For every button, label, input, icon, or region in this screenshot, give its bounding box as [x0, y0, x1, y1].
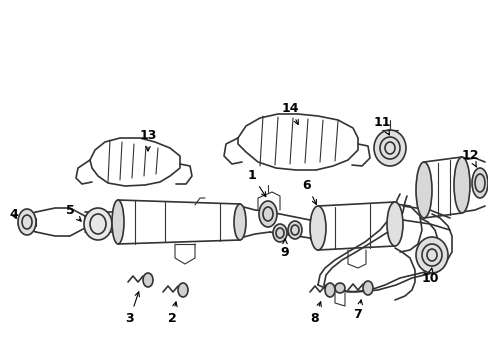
Ellipse shape — [415, 162, 431, 218]
Ellipse shape — [287, 221, 302, 239]
Text: 8: 8 — [310, 302, 321, 324]
Text: 12: 12 — [460, 149, 478, 167]
Text: 9: 9 — [280, 239, 289, 258]
Text: 3: 3 — [125, 292, 139, 324]
Ellipse shape — [471, 168, 487, 198]
Text: 10: 10 — [420, 268, 438, 284]
Ellipse shape — [18, 209, 36, 235]
Text: 14: 14 — [281, 102, 298, 125]
Ellipse shape — [112, 200, 124, 244]
Text: 1: 1 — [247, 168, 265, 197]
Text: 5: 5 — [65, 203, 81, 221]
Text: 7: 7 — [353, 300, 362, 321]
Ellipse shape — [309, 206, 325, 250]
Ellipse shape — [334, 283, 345, 293]
Text: 6: 6 — [302, 179, 316, 204]
Text: 2: 2 — [167, 302, 177, 324]
Ellipse shape — [453, 157, 469, 213]
Ellipse shape — [142, 273, 153, 287]
Text: 4: 4 — [10, 207, 19, 220]
Ellipse shape — [234, 204, 245, 240]
Ellipse shape — [415, 237, 447, 273]
Ellipse shape — [84, 208, 112, 240]
Ellipse shape — [386, 202, 402, 246]
Ellipse shape — [362, 281, 372, 295]
Ellipse shape — [373, 130, 405, 166]
Ellipse shape — [272, 224, 286, 242]
Ellipse shape — [178, 283, 187, 297]
Text: 13: 13 — [139, 129, 156, 151]
Ellipse shape — [259, 201, 276, 227]
Text: 11: 11 — [372, 116, 390, 135]
Ellipse shape — [325, 283, 334, 297]
